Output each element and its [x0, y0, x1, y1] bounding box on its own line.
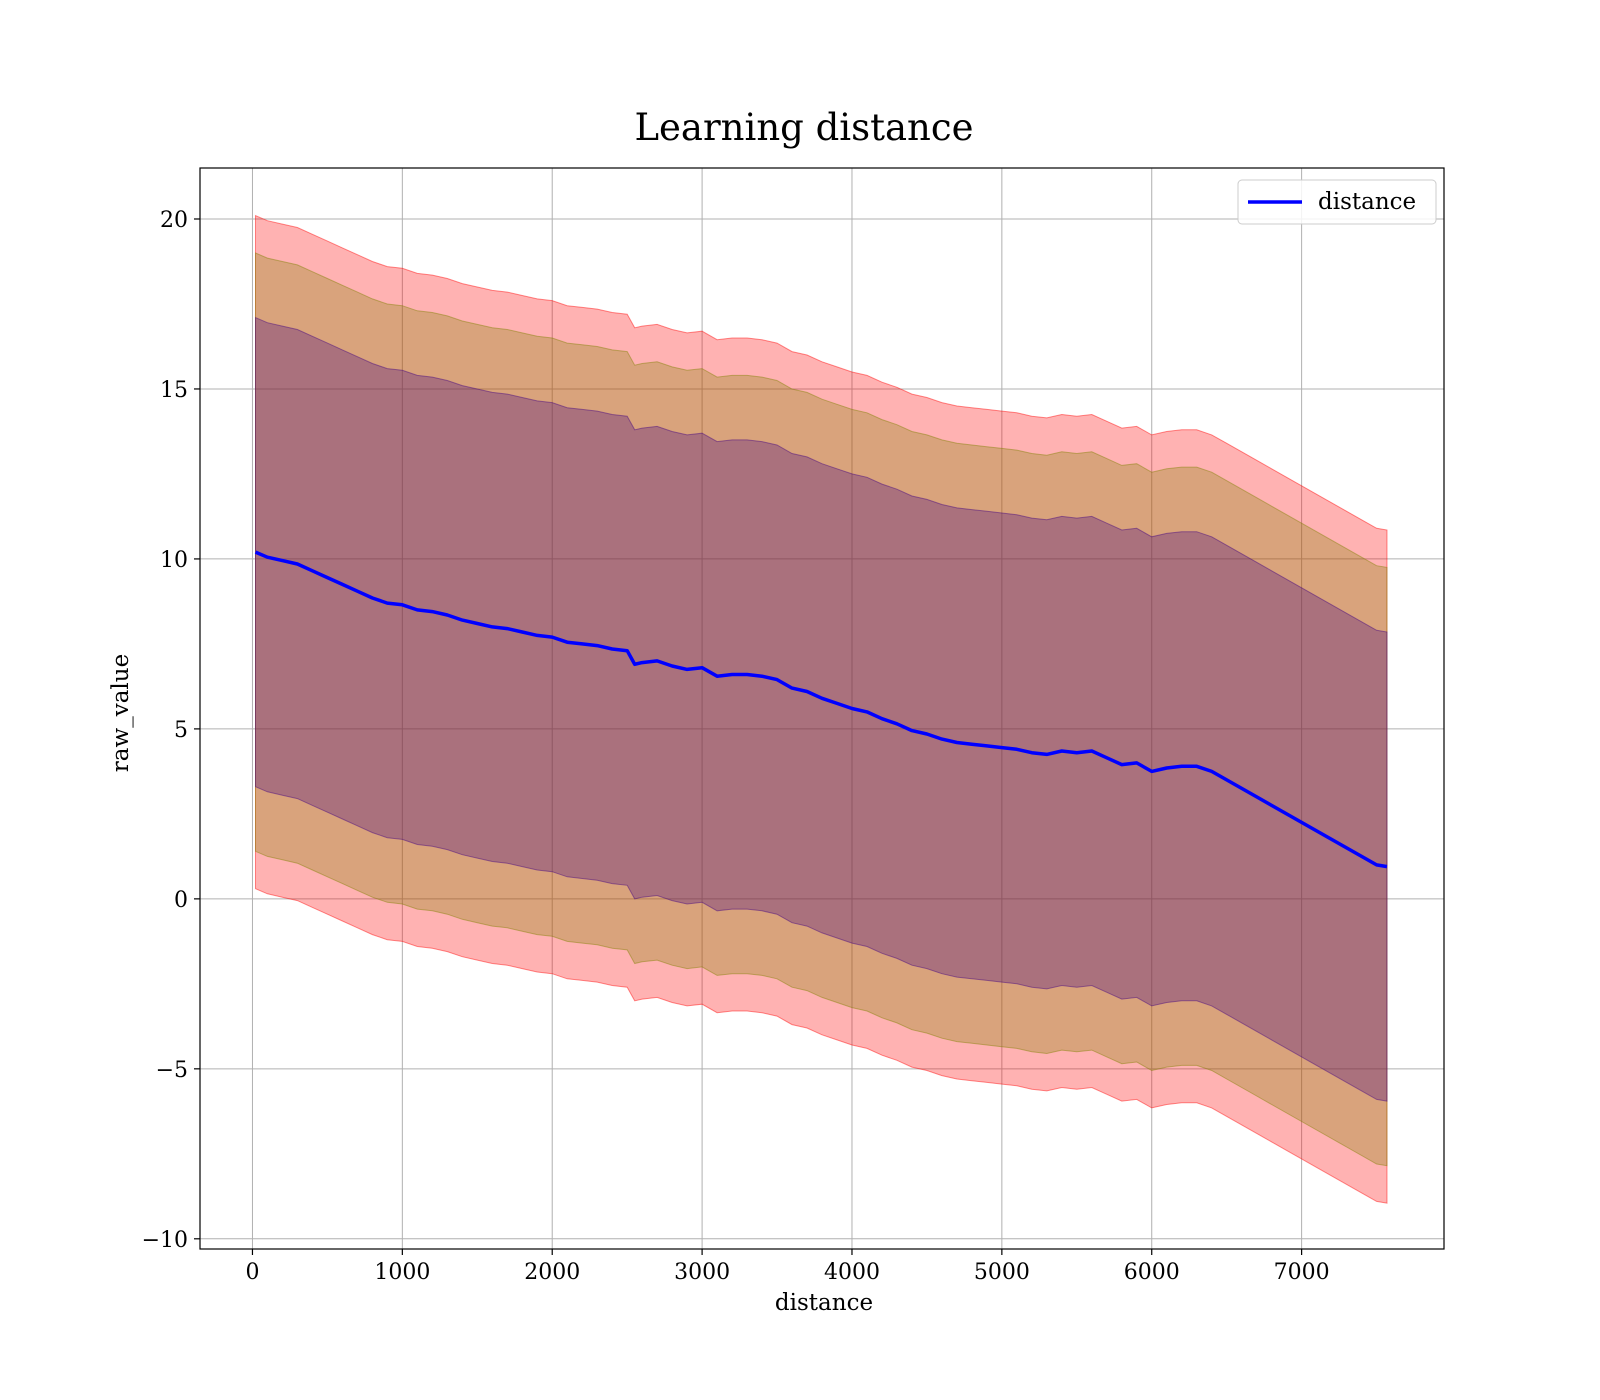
- y-tick-label: 5: [174, 718, 188, 743]
- x-tick-label: 4000: [824, 1260, 880, 1285]
- x-axis-ticks: 0 1000 2000 3000 4000 5000 6000 7000: [245, 1249, 1330, 1285]
- y-tick-label: −5: [156, 1058, 188, 1083]
- error-bands: [255, 214, 1388, 1204]
- error-band-0: [255, 214, 1388, 1204]
- series-lines: [254, 550, 1388, 869]
- legend: distance: [1237, 179, 1437, 225]
- error-band-1: [255, 252, 1388, 1167]
- x-tick-label: 6000: [1124, 1260, 1180, 1285]
- axes-frame: [199, 167, 1445, 1250]
- y-tick-label: 15: [160, 378, 188, 403]
- y-tick-label: 20: [160, 208, 188, 233]
- y-axis-label: raw_value: [108, 654, 134, 772]
- grid: [200, 168, 1444, 1249]
- x-tick-label: 5000: [974, 1260, 1030, 1285]
- x-axis-label: distance: [775, 1290, 873, 1316]
- y-tick-label: 10: [160, 548, 188, 573]
- y-tick-label: −10: [142, 1228, 188, 1253]
- x-tick-label: 1000: [374, 1260, 430, 1285]
- chart-title: Learning distance: [634, 106, 973, 149]
- x-tick-label: 2000: [524, 1260, 580, 1285]
- x-tick-label: 7000: [1274, 1260, 1330, 1285]
- y-tick-label: 0: [174, 888, 188, 913]
- y-axis-ticks: −10 −5 0 5 10 15 20: [142, 208, 200, 1253]
- legend-entry-distance: distance: [1318, 189, 1416, 215]
- error-band-2: [255, 316, 1388, 1102]
- legend-box: [1237, 179, 1437, 225]
- x-tick-label: 3000: [674, 1260, 730, 1285]
- series-line-distance: [254, 550, 1388, 869]
- x-tick-label: 0: [245, 1260, 259, 1285]
